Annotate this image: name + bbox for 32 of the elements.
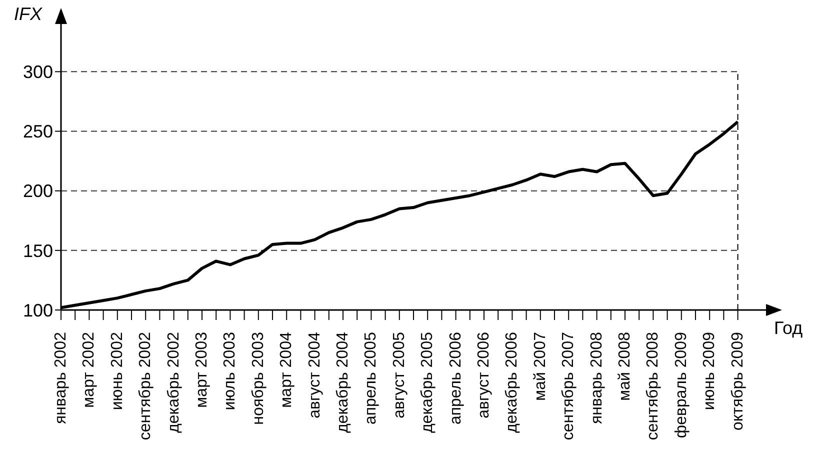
x-axis-title: Год bbox=[774, 318, 803, 339]
x-tick-label: сентябрь 2007 bbox=[560, 332, 578, 440]
y-tick-label: 250 bbox=[22, 122, 53, 142]
x-tick-label: январь 2002 bbox=[52, 332, 70, 424]
x-tick-label: декабрь 2002 bbox=[165, 332, 182, 433]
x-tick-label: август 2004 bbox=[306, 332, 324, 418]
x-tick-label: июнь 2002 bbox=[108, 332, 126, 410]
y-tick-label: 200 bbox=[22, 181, 53, 202]
x-tick-label: январь 2008 bbox=[588, 332, 606, 424]
x-tick-label: июнь 2009 bbox=[701, 332, 718, 410]
x-tick-label: сентябрь 2008 bbox=[644, 332, 662, 440]
y-tick-label: 100 bbox=[22, 300, 53, 320]
y-tick-label: 300 bbox=[22, 62, 53, 82]
x-tick-label: декабрь 2004 bbox=[334, 332, 352, 433]
x-tick-label: март 2002 bbox=[80, 332, 98, 408]
x-tick-label: апрель 2006 bbox=[447, 332, 464, 425]
y-axis-title: IFX bbox=[14, 4, 42, 25]
x-tick-label: август 2006 bbox=[476, 332, 492, 418]
y-tick-label: 150 bbox=[22, 240, 53, 261]
x-tick-label: декабрь 2006 bbox=[504, 332, 521, 433]
x-tick-label: июль 2003 bbox=[222, 332, 239, 410]
x-tick-label: ноябрь 2003 bbox=[250, 332, 267, 425]
x-tick-label: декабрь 2005 bbox=[419, 332, 436, 433]
x-tick-label: сентябрь 2002 bbox=[137, 332, 154, 440]
x-tick-label: март 2004 bbox=[278, 332, 296, 408]
x-tick-label: май 2008 bbox=[616, 332, 634, 401]
x-tick-label: октябрь 2009 bbox=[729, 332, 746, 431]
x-tick-label: май 2007 bbox=[532, 332, 549, 401]
x-tick-label: апрель 2005 bbox=[362, 332, 380, 425]
x-tick-label: август 2005 bbox=[390, 332, 408, 418]
x-tick-label: март 2003 bbox=[194, 332, 210, 408]
x-tick-label: февраль 2009 bbox=[672, 332, 690, 438]
